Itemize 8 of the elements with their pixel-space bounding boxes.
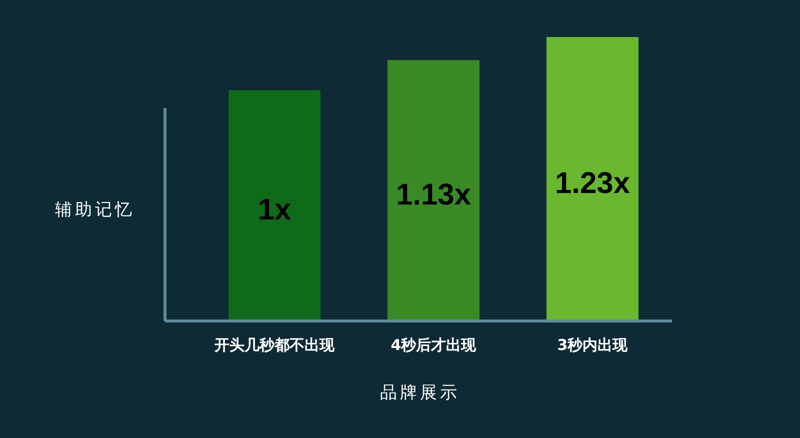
x-tick-label: 4秒后才出现 bbox=[390, 336, 478, 354]
data-label: 1.13x bbox=[396, 178, 472, 212]
data-label: 1.23x bbox=[554, 167, 630, 200]
x-tick-label: 开头几秒都不出现 bbox=[214, 336, 336, 354]
data-label: 1x bbox=[258, 194, 292, 227]
x-tick-label: 3秒内出现 bbox=[557, 336, 629, 354]
x-axis-title: 品牌展示 bbox=[380, 383, 460, 403]
y-axis-title: 辅助记忆 bbox=[55, 200, 135, 220]
